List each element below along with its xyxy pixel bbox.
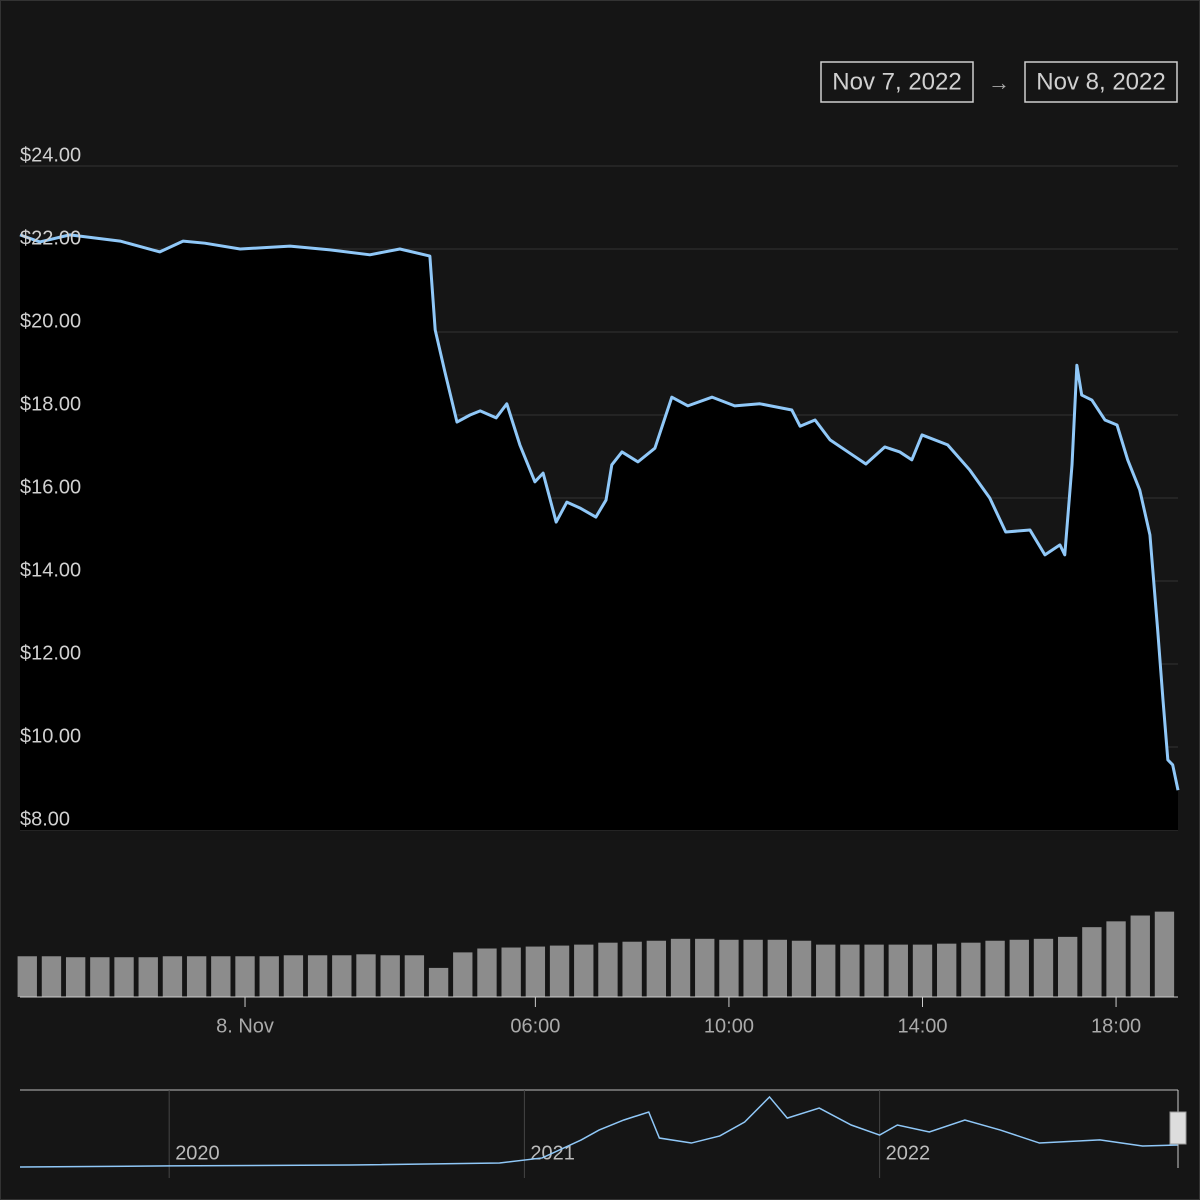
volume-bar bbox=[283, 955, 304, 997]
volume-bar bbox=[912, 944, 933, 997]
y-tick-label: $18.00 bbox=[20, 393, 81, 415]
y-tick-label: $24.00 bbox=[20, 144, 81, 166]
volume-bar bbox=[743, 939, 763, 997]
volume-bar bbox=[380, 955, 400, 997]
y-tick-label: $16.00 bbox=[20, 476, 81, 498]
y-tick-label: $14.00 bbox=[20, 559, 81, 581]
volume-bar bbox=[453, 952, 473, 997]
volume-bar bbox=[332, 955, 352, 997]
volume-bar bbox=[961, 942, 981, 997]
volume-bar bbox=[114, 957, 134, 997]
volume-bar bbox=[356, 954, 376, 997]
volume-bar bbox=[670, 938, 691, 997]
navigator-line bbox=[19, 1095, 1179, 1168]
volume-bar bbox=[937, 943, 957, 997]
y-tick-label: $20.00 bbox=[20, 310, 81, 332]
range-separator: → bbox=[988, 70, 1010, 95]
volume-bar bbox=[1106, 921, 1126, 997]
volume-bar bbox=[888, 944, 908, 997]
volume-bar bbox=[1154, 911, 1175, 997]
volume-bar bbox=[695, 938, 715, 997]
volume-bar bbox=[477, 948, 497, 997]
volume-bar bbox=[1009, 939, 1029, 997]
price-line bbox=[19, 233, 1180, 791]
x-tick-label: 14:00 bbox=[897, 1015, 947, 1037]
x-tick-label: 18:00 bbox=[1091, 1015, 1141, 1037]
volume-bar bbox=[1130, 915, 1150, 997]
volume-bar bbox=[791, 940, 812, 997]
volume-bar bbox=[162, 956, 183, 997]
volume-bar bbox=[501, 947, 521, 997]
range-to[interactable]: Nov 8, 2022 bbox=[1036, 68, 1165, 95]
volume-bar bbox=[428, 967, 449, 997]
volume-bar bbox=[985, 940, 1005, 997]
navigator-tick-label: 2022 bbox=[886, 1142, 931, 1164]
volume-bar bbox=[1082, 927, 1102, 997]
area-fill bbox=[20, 234, 1178, 830]
volume-bar bbox=[525, 946, 546, 997]
volume-bar bbox=[549, 945, 570, 997]
navigator-handle[interactable] bbox=[1169, 1111, 1187, 1145]
volume-bar bbox=[259, 956, 279, 997]
volume-bar bbox=[816, 944, 836, 997]
range-from[interactable]: Nov 7, 2022 bbox=[832, 68, 961, 95]
x-tick-label: 06:00 bbox=[510, 1015, 560, 1037]
range-to-box[interactable] bbox=[1024, 61, 1178, 103]
navigator-tick-label: 2020 bbox=[175, 1142, 220, 1164]
volume-bar bbox=[65, 957, 86, 997]
volume-bar bbox=[1057, 936, 1078, 997]
volume-bar bbox=[186, 956, 207, 997]
volume-bar bbox=[235, 956, 255, 997]
volume-bar bbox=[767, 939, 787, 997]
x-tick-label: 8. Nov bbox=[216, 1015, 274, 1037]
volume-bar bbox=[864, 944, 884, 997]
volume-bar bbox=[307, 955, 328, 997]
x-tick-label: 10:00 bbox=[704, 1015, 754, 1037]
volume-bar bbox=[840, 944, 860, 997]
y-tick-label: $10.00 bbox=[20, 725, 81, 747]
volume-bar bbox=[1033, 938, 1054, 997]
volume-bar bbox=[41, 956, 62, 997]
y-tick-label: $8.00 bbox=[20, 808, 70, 830]
range-from-box[interactable] bbox=[820, 61, 974, 103]
volume-bar bbox=[90, 957, 110, 997]
volume-bar bbox=[211, 956, 231, 997]
volume-bar bbox=[719, 939, 739, 997]
volume-bar bbox=[404, 955, 425, 997]
y-tick-label: $12.00 bbox=[20, 642, 81, 664]
y-tick-label: $22.00 bbox=[20, 227, 81, 249]
volume-bar bbox=[646, 940, 667, 997]
volume-bar bbox=[17, 956, 37, 997]
volume-bar bbox=[622, 941, 642, 997]
volume-bar bbox=[598, 942, 618, 997]
volume-bar bbox=[138, 957, 158, 997]
volume-bar bbox=[574, 944, 594, 997]
